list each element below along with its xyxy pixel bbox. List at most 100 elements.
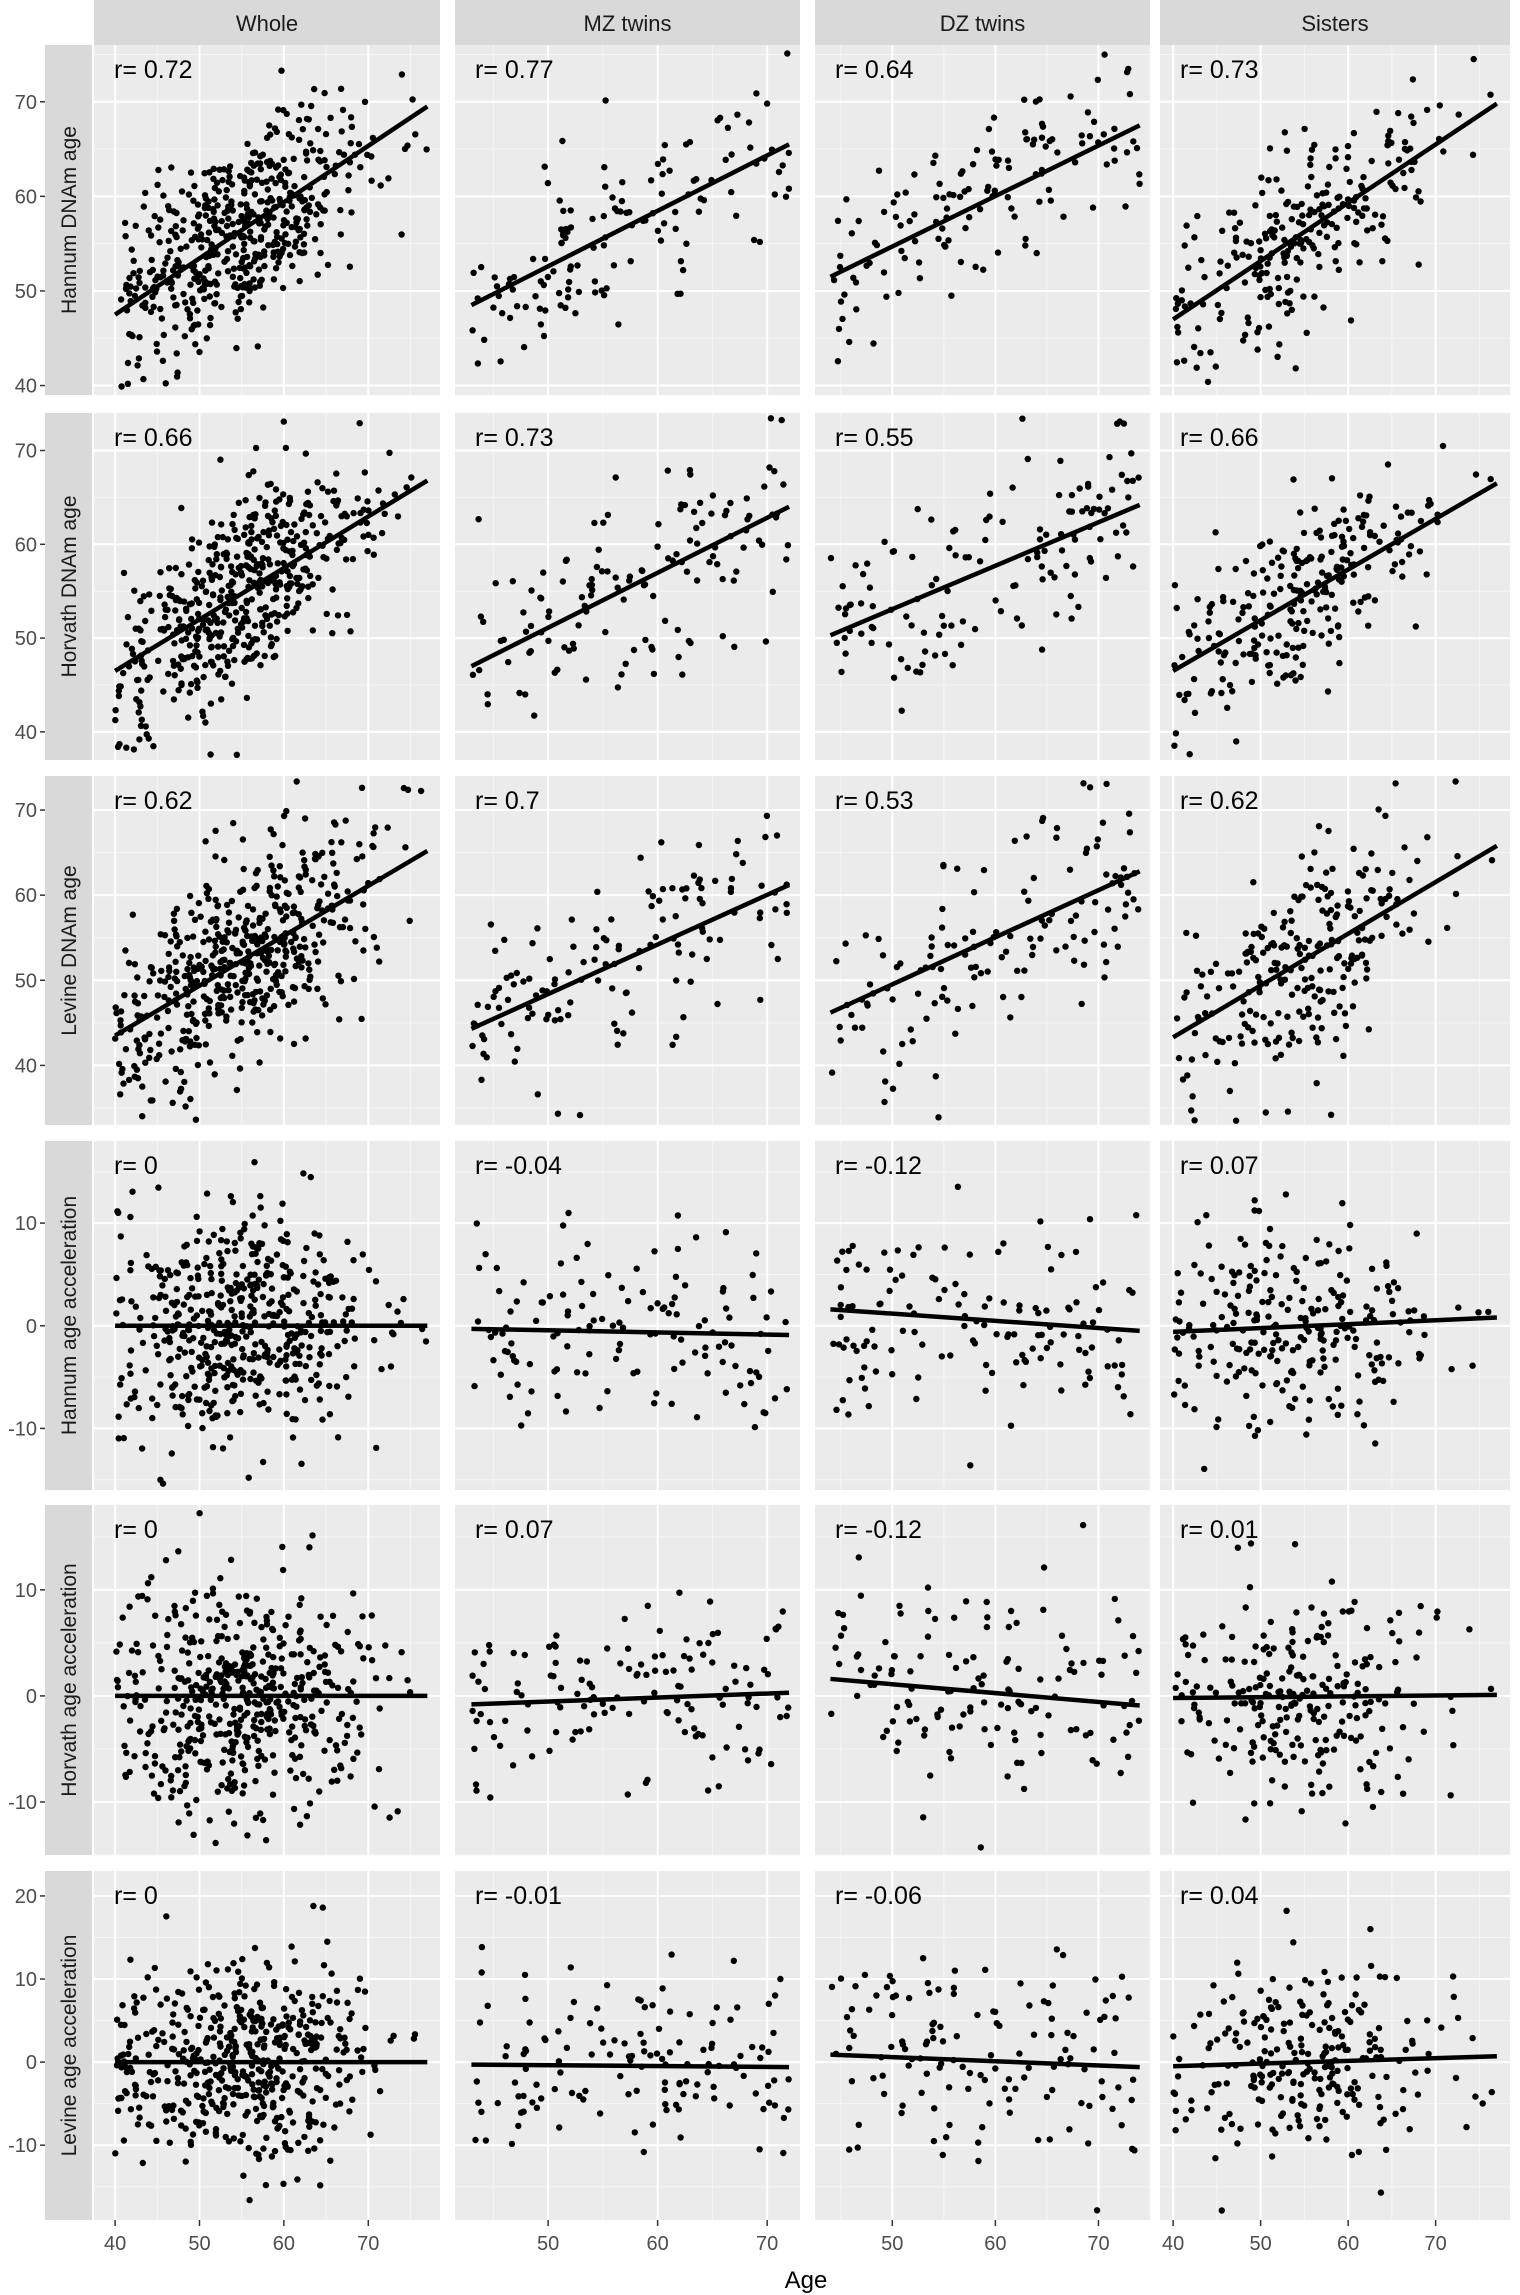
data-point: [747, 144, 754, 151]
data-point: [966, 1251, 973, 1258]
data-point: [283, 1352, 290, 1359]
data-point: [290, 998, 298, 1005]
data-point: [192, 1293, 199, 1300]
data-point: [501, 1347, 509, 1355]
data-point: [1111, 925, 1118, 932]
data-point: [244, 932, 251, 940]
data-point: [1293, 276, 1301, 283]
data-point: [1316, 229, 1323, 236]
data-point: [586, 582, 593, 589]
data-point: [302, 450, 309, 457]
y-tick-label-2-1: 50: [15, 970, 37, 992]
data-point: [364, 547, 371, 555]
data-point: [1384, 461, 1392, 468]
data-point: [260, 528, 267, 536]
data-point: [673, 1311, 680, 1318]
data-point: [1214, 301, 1222, 309]
data-point: [739, 859, 746, 867]
data-point: [1097, 536, 1104, 543]
points-0-2: [830, 51, 1143, 365]
y-tick-label-1-1: 50: [15, 628, 37, 650]
data-point: [365, 531, 372, 538]
data-point: [334, 612, 342, 619]
data-point: [654, 160, 662, 168]
data-point: [775, 168, 783, 176]
data-point: [391, 491, 398, 498]
data-point: [609, 985, 616, 992]
data-point: [332, 1742, 340, 1749]
data-point: [1295, 1343, 1302, 1351]
data-point: [513, 1298, 520, 1305]
data-point: [1415, 261, 1422, 268]
data-point: [299, 583, 306, 590]
data-point: [853, 1347, 860, 1355]
data-point: [1423, 571, 1430, 578]
data-point: [757, 909, 764, 916]
data-point: [178, 681, 185, 689]
data-point: [249, 991, 257, 998]
data-point: [845, 1411, 852, 1418]
data-point: [404, 786, 412, 793]
data-point: [1186, 751, 1193, 758]
facet-strip-0: [94, 0, 440, 45]
data-point: [218, 1672, 225, 1679]
regression-line-0-1: [470, 142, 791, 308]
data-point: [880, 1048, 887, 1055]
data-point: [231, 1382, 238, 1389]
data-point: [1372, 1440, 1379, 1447]
data-point: [236, 1619, 244, 1627]
data-point: [202, 202, 209, 209]
data-point: [133, 1037, 140, 1044]
data-point: [173, 1269, 180, 1276]
data-point: [568, 916, 575, 923]
data-point: [177, 1068, 184, 1076]
data-point: [1103, 780, 1110, 788]
data-point: [229, 1052, 236, 1060]
data-point: [1369, 225, 1376, 232]
data-point: [692, 1234, 700, 1241]
data-point: [1355, 937, 1363, 944]
data-point: [185, 1392, 192, 1399]
data-point: [217, 1730, 224, 1738]
data-point: [179, 1392, 186, 1400]
data-point: [1043, 1307, 1050, 1314]
data-point: [243, 917, 250, 924]
data-point: [211, 196, 218, 203]
data-point: [1333, 224, 1340, 231]
data-point: [252, 1814, 260, 1822]
data-point: [1108, 486, 1116, 493]
data-point: [221, 856, 228, 864]
data-point: [182, 1634, 189, 1641]
data-point: [766, 464, 773, 471]
data-point: [783, 1386, 790, 1393]
data-point: [1070, 933, 1077, 941]
data-point: [188, 615, 195, 623]
data-point: [216, 1250, 223, 1257]
data-point: [256, 282, 263, 289]
data-point: [973, 146, 981, 154]
data-point: [269, 975, 277, 983]
data-point: [297, 1651, 304, 1658]
data-point: [998, 954, 1005, 961]
data-point: [1264, 575, 1271, 582]
data-point: [368, 153, 375, 160]
data-point: [562, 225, 570, 233]
data-point: [305, 1309, 312, 1317]
data-point: [1270, 909, 1278, 917]
data-point: [265, 242, 272, 249]
data-point: [1319, 201, 1326, 208]
data-point: [1345, 965, 1352, 973]
data-point: [229, 243, 236, 250]
data-point: [251, 191, 259, 198]
data-point: [945, 237, 952, 244]
data-point: [1399, 930, 1406, 937]
data-point: [225, 919, 233, 926]
data-point: [647, 177, 655, 184]
data-point: [1385, 160, 1392, 167]
data-point: [510, 273, 518, 281]
data-point: [195, 1706, 203, 1713]
data-point: [372, 1278, 380, 1285]
data-point: [274, 248, 282, 255]
data-point: [498, 1020, 505, 1028]
data-point: [744, 516, 751, 523]
